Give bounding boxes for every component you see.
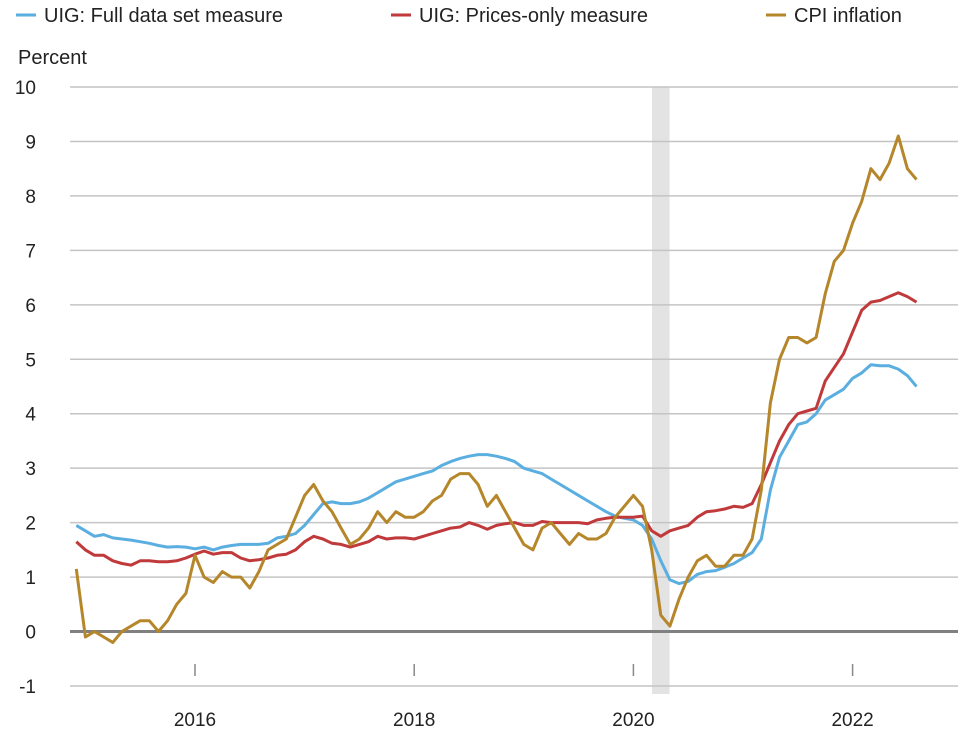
series-line-3 xyxy=(74,134,918,644)
legend-label-3: CPI inflation xyxy=(794,5,902,27)
x-axis: 2016 2018 2020 2022 xyxy=(174,664,874,731)
y-tick-label: 9 xyxy=(25,132,36,153)
y-tick-label: 5 xyxy=(25,350,36,371)
y-tick-label: -1 xyxy=(19,677,36,698)
y-axis-label: Percent xyxy=(18,47,87,69)
x-tick-label: 2016 xyxy=(174,710,216,731)
y-tick-label: 4 xyxy=(25,405,36,426)
legend-label-1: UIG: Full data set measure xyxy=(44,5,283,27)
y-tick-label: 10 xyxy=(15,78,36,99)
y-tick-label: 3 xyxy=(25,459,36,480)
series-line-2 xyxy=(75,291,918,567)
legend: UIG: Full data set measure UIG: Prices-on… xyxy=(16,5,902,27)
y-tick-label: 1 xyxy=(25,568,36,589)
legend-label-2: UIG: Prices-only measure xyxy=(419,5,648,27)
series-line-1 xyxy=(75,363,918,586)
recession-shading xyxy=(652,87,670,694)
y-axis: -1 0 1 2 3 4 5 6 7 8 9 10 xyxy=(15,78,37,698)
x-tick-label: 2018 xyxy=(393,710,435,731)
x-tick-label: 2020 xyxy=(612,710,654,731)
y-tick-label: 2 xyxy=(25,514,36,535)
x-tick-label: 2022 xyxy=(831,710,873,731)
y-tick-label: 8 xyxy=(25,187,36,208)
recession-band xyxy=(652,87,670,694)
y-tick-label: 7 xyxy=(25,241,36,262)
y-tick-label: 6 xyxy=(25,296,36,317)
y-tick-label: 0 xyxy=(25,623,36,644)
series-lines xyxy=(74,134,918,644)
